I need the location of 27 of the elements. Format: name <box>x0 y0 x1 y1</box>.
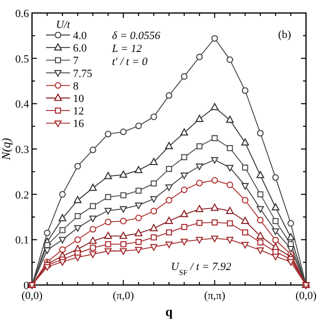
x-tick-label: (π,0) <box>112 290 134 302</box>
x-tick-label: (0,0) <box>21 290 43 302</box>
legend-label: 7 <box>73 55 79 68</box>
annotation: U$_{SF}$ / t = 7.92 <box>171 261 232 276</box>
y-tick-label: 0.1 <box>15 234 29 247</box>
legend-label: 16 <box>73 118 84 130</box>
annotation: L = 12 <box>111 43 142 55</box>
legend-label: 12 <box>73 106 84 118</box>
x-tick-label: (0,0) <box>295 290 317 302</box>
legend-label: 7.75 <box>73 68 93 80</box>
legend-title: U/t <box>56 19 71 31</box>
y-tick-label: 0.4 <box>15 98 30 111</box>
annotation: t′ / t = 0 <box>112 56 148 68</box>
y-tick-label: 0.2 <box>15 189 29 202</box>
y-tick-label: 0 <box>24 280 30 292</box>
y-tick-label: 0.5 <box>15 53 30 66</box>
legend-label: 10 <box>73 93 84 105</box>
legend-label: 8 <box>73 80 79 92</box>
annotation: (b) <box>278 29 292 41</box>
x-tick-label: (π,π) <box>204 290 226 302</box>
legend-label: 4.0 <box>73 30 88 42</box>
y-tick-label: 0.3 <box>15 144 30 156</box>
legend-label: 6.0 <box>73 42 88 55</box>
y-axis-title: N(q) <box>0 138 13 161</box>
annotation: δ = 0.0556 <box>112 30 161 42</box>
x-axis-title: q <box>165 304 174 319</box>
y-tick-label: 0.6 <box>15 8 30 20</box>
